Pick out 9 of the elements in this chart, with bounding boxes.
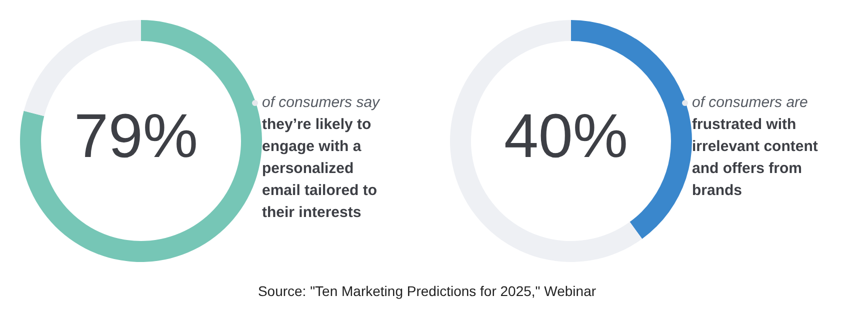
donut-slice — [450, 20, 642, 262]
source-note: Source: "Ten Marketing Predictions for 2025," Webinar — [256, 283, 598, 299]
text: 79% — [74, 102, 198, 171]
text: frustrated with irrelevant content and offers from brands — [692, 115, 818, 201]
text: of consumers say — [262, 93, 382, 113]
text: 40% — [504, 102, 628, 171]
text: they’re likely to engage with a personalized email tailored to their interests — [262, 115, 378, 223]
donut-slice — [20, 20, 262, 262]
text: of consumers are — [692, 93, 809, 113]
